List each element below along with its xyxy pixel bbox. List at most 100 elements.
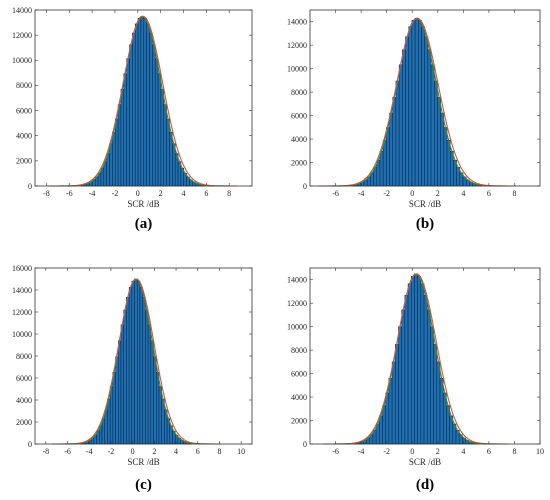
histogram-bar — [418, 20, 422, 187]
x-tick-label: 0 — [410, 447, 414, 456]
histogram-bar — [120, 89, 125, 187]
histogram-bar — [112, 131, 116, 187]
x-tick-label: 0 — [410, 189, 414, 198]
histogram-bar — [129, 44, 133, 187]
histogram-panel-c: -8 -6 -4 -2 0 2 4 6 8 10 0 2000 4000 6000 8000 10000 120… — [12, 264, 253, 493]
histogram-bar — [156, 371, 160, 445]
x-tick-label: 10 — [536, 447, 544, 456]
histogram-bar — [161, 398, 165, 445]
y-tick-label: 0 — [28, 182, 32, 191]
histogram-bar — [437, 97, 441, 187]
histogram-bar — [424, 36, 429, 187]
histogram-bar — [132, 32, 136, 187]
histogram-bar — [126, 58, 130, 187]
x-tick-label: -8 — [43, 447, 50, 456]
y-tick-label: 4000 — [16, 396, 32, 405]
x-axis-label: SCR /dB — [409, 457, 441, 467]
histogram-bar — [449, 150, 454, 187]
histogram-panel-a: -8 -6 -4 -2 0 2 4 6 8 0 2000 4000 6000 8000 10000 12000… — [12, 6, 253, 232]
fit-curve-red — [48, 15, 237, 187]
histogram-bar — [114, 118, 119, 187]
panel-caption: (a) — [135, 216, 153, 232]
x-tick-label: -4 — [358, 447, 365, 456]
histogram-bar — [382, 405, 386, 445]
x-axis-label: SCR /dB — [127, 199, 159, 209]
histogram-bar — [137, 280, 141, 445]
histogram-bar — [150, 340, 154, 445]
histogram-bar — [145, 309, 149, 445]
histogram-bar — [401, 309, 406, 445]
x-tick-label: 8 — [512, 447, 516, 456]
histogram-bar — [405, 36, 409, 187]
y-tick-label: 8000 — [16, 81, 32, 90]
histogram-bar — [386, 127, 390, 187]
x-tick-label: 4 — [461, 447, 465, 456]
histogram-bar — [430, 326, 434, 445]
histogram-bar — [117, 104, 122, 187]
histogram-bar — [379, 150, 384, 187]
histogram-bar — [147, 324, 152, 445]
fit-curve-red — [317, 17, 516, 187]
x-tick-label: 0 — [136, 189, 140, 198]
histogram-bar — [115, 356, 119, 445]
y-tick-label: 0 — [303, 182, 307, 191]
histogram-bar — [120, 324, 124, 445]
y-tick-label: 14000 — [12, 286, 32, 295]
histogram-bar — [157, 73, 162, 187]
y-tick-label: 2000 — [291, 158, 307, 167]
histogram-bar — [408, 26, 413, 187]
x-tick-label: 6 — [487, 447, 491, 456]
histogram-bar — [153, 356, 157, 445]
x-tick-label: 10 — [237, 447, 245, 456]
histogram-bar — [420, 283, 425, 445]
histogram-panel-d: -6 -4 -2 0 2 4 6 8 10 0 2000 4000 6000 8000 10000 12000… — [287, 267, 544, 493]
y-tick-label: 6000 — [291, 369, 307, 378]
x-tick-label: -2 — [383, 189, 390, 198]
histogram-bar — [152, 44, 156, 187]
y-tick-label: 8000 — [291, 88, 307, 97]
histogram-bar — [107, 398, 111, 445]
y-tick-label: 10000 — [287, 322, 307, 331]
x-tick-label: -4 — [358, 189, 365, 198]
histogram-bar — [414, 273, 418, 445]
y-tick-label: 0 — [28, 440, 32, 449]
histogram-bar — [407, 283, 412, 445]
x-tick-label: 8 — [512, 189, 516, 198]
x-tick-label: -2 — [108, 447, 115, 456]
y-tick-label: 12000 — [287, 41, 307, 50]
fit-curve-red — [323, 273, 509, 445]
panel-caption: (c) — [135, 477, 152, 493]
histogram-bar — [160, 89, 165, 187]
x-tick-label: 0 — [131, 447, 135, 456]
y-tick-label: 10000 — [12, 330, 32, 339]
histogram-bar — [131, 280, 135, 445]
histogram-bar — [414, 17, 419, 187]
histogram-bar — [395, 344, 399, 445]
histogram-bar — [411, 276, 415, 445]
histogram-bar — [123, 309, 127, 445]
histogram-bar — [112, 371, 116, 445]
histogram-bar — [442, 392, 447, 445]
x-tick-label: -4 — [89, 189, 96, 198]
y-tick-label: 14000 — [287, 276, 307, 285]
x-axis-label: SCR /dB — [409, 199, 441, 209]
y-tick-label: 10000 — [287, 64, 307, 73]
histogram-bar — [392, 97, 397, 187]
histogram-bar — [402, 49, 406, 187]
histogram-bar — [169, 131, 173, 187]
x-tick-label: -6 — [64, 447, 71, 456]
histogram-bar — [109, 143, 113, 187]
histogram-bar — [423, 294, 428, 445]
histogram-bar — [439, 378, 444, 445]
histogram-bar — [118, 340, 122, 445]
histogram-bar — [134, 278, 138, 445]
y-tick-label: 6000 — [16, 106, 32, 115]
y-tick-label: 14000 — [287, 18, 307, 27]
x-tick-label: -6 — [332, 447, 339, 456]
histogram-bar — [427, 49, 432, 187]
y-tick-label: 4000 — [291, 393, 307, 402]
axes-box — [309, 267, 541, 445]
histogram-bar — [446, 405, 450, 445]
x-tick-label: 2 — [436, 189, 440, 198]
